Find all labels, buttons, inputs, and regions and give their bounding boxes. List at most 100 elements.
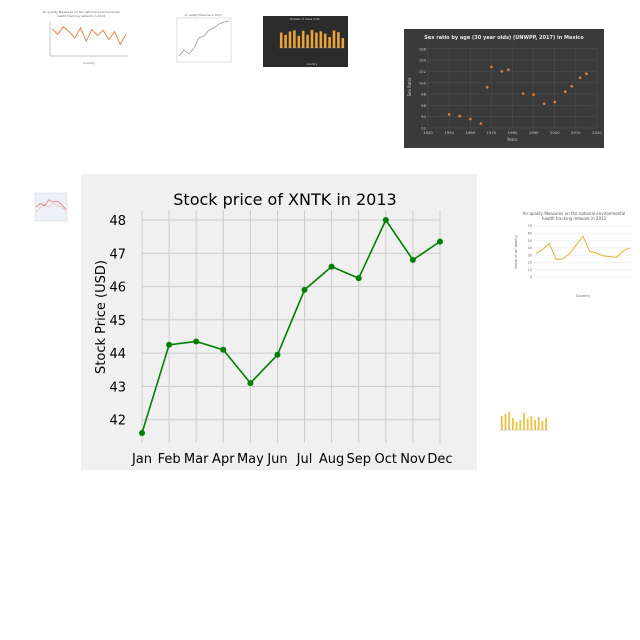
thumb4-point (585, 72, 588, 75)
thumb4-x-tick: 2000 (550, 130, 560, 135)
thumb4-point (469, 117, 472, 121)
thumb6-y-label: Value of air quality (514, 234, 518, 269)
y-tick-label: 44 (109, 347, 126, 362)
thumb3-bar (310, 30, 314, 48)
thumb4-y-tick: 92 (421, 126, 426, 131)
thumb3-bar (284, 34, 287, 48)
thumbnail-7-chart (500, 412, 548, 431)
thumb6-series-line (535, 235, 631, 261)
thumb4-y-tick: 102 (419, 69, 427, 74)
thumb6-y-tick: 50 (528, 239, 532, 243)
thumb2-frame (176, 17, 232, 63)
data-point (193, 338, 200, 345)
x-tick-label: Mar (184, 452, 209, 467)
thumb7-bar (515, 422, 518, 430)
thumb7-bar (526, 419, 529, 430)
thumb7-bar (519, 420, 522, 430)
data-point (301, 286, 308, 293)
thumb4-point (507, 68, 510, 72)
thumbnail-5-chart (34, 192, 68, 222)
thumb3-bar (279, 32, 283, 48)
thumb3-bar (301, 30, 305, 48)
thumb4-point (553, 100, 557, 104)
thumb6-y-tick: 10 (528, 268, 532, 272)
thumb6-y-tick: 0 (530, 275, 532, 279)
thumbnail-1-chart: Air quality Measures on the national env… (42, 10, 128, 65)
thumb4-point (447, 113, 451, 116)
thumbnail-small-line-chart[interactable] (29, 187, 71, 229)
thumb7-bar (545, 418, 547, 430)
thumb3-bar (323, 33, 327, 48)
thumbnail-line-chart-gray[interactable]: Air quality Measures in 2013 (172, 12, 234, 68)
thumb3-bar (293, 30, 296, 48)
thumb2-series-line (178, 20, 230, 57)
thumb6-y-tick: 20 (528, 261, 532, 265)
x-tick-label: May (237, 452, 264, 467)
thumb6-y-tick: 70 (528, 224, 532, 228)
thumb6-y-tick: 60 (528, 231, 532, 235)
stock-price-chart: Stock price of XNTK in 2013 42 43 44 45 46 47 4… (94, 190, 453, 467)
thumb6-y-tick: 30 (528, 253, 532, 257)
thumbnail-air-quality-line[interactable]: Air quality Measures on the national env… (508, 206, 636, 302)
thumb6-title-line: Air quality Measures on the national env… (523, 211, 626, 216)
data-point (328, 263, 335, 270)
data-point (437, 238, 443, 245)
thumb7-bar (500, 416, 503, 430)
thumb3-bar (337, 32, 340, 48)
thumb4-point (570, 84, 573, 88)
thumb5-plot-area (34, 192, 68, 222)
thumb4-point (521, 92, 525, 95)
thumbnail-bar-chart-dark[interactable]: Number of cases in US Country (263, 16, 348, 67)
thumb4-x-tick: 1970 (487, 130, 497, 135)
y-axis-label: Stock Price (USD) (94, 260, 109, 374)
thumb3-bar (306, 34, 309, 48)
x-tick-label: Oct (375, 452, 397, 467)
thumb7-bar (512, 418, 514, 430)
thumb4-x-tick: 2010 (571, 130, 581, 135)
y-tick-label: 42 (109, 414, 126, 429)
thumb6-y-tick: 40 (528, 246, 532, 250)
thumb4-point (485, 86, 489, 89)
thumb6-x-label: Country (576, 294, 591, 298)
thumb7-bar (523, 413, 525, 430)
thumb4-point (490, 65, 493, 69)
thumbnail-4-chart: Sex ratio by age (30 year olds) (UNWPP, … (407, 35, 602, 142)
thumb4-title: Sex ratio by age (30 year olds) (UNWPP, … (424, 35, 584, 41)
x-tick-label: Sep (346, 452, 371, 467)
thumb1-title-line: health tracking network in 2013 (57, 14, 105, 18)
thumb3-bar (328, 37, 331, 48)
y-tick-label: 48 (109, 214, 126, 229)
thumb4-y-label: Sex Ratio (407, 77, 412, 96)
thumbnail-6-chart: Air quality Measures on the national env… (514, 211, 632, 298)
thumb3-x-label: Country (307, 62, 318, 66)
thumb4-point (458, 114, 461, 118)
data-point (382, 217, 389, 223)
thumb4-y-tick: 98 (421, 92, 426, 97)
data-point (220, 346, 227, 353)
data-point (247, 380, 254, 387)
thumb4-y-tick: 106 (419, 46, 427, 51)
thumb4-x-tick: 1980 (508, 130, 518, 135)
x-tick-label: Feb (158, 452, 181, 467)
thumb4-point (564, 90, 567, 94)
thumb5-series-line (35, 199, 67, 210)
thumb3-bar (319, 31, 323, 48)
thumb4-y-tick: 96 (421, 103, 426, 108)
thumb4-point (479, 122, 483, 125)
thumb7-bar (530, 416, 533, 430)
thumb4-point (578, 76, 582, 79)
thumb2-title: Air quality Measures in 2013 (184, 13, 221, 17)
x-tick-label: Aug (319, 452, 344, 467)
thumbnail-line-chart-orange[interactable]: Air quality Measures on the national env… (30, 8, 132, 66)
data-point (166, 341, 173, 348)
thumb4-point (542, 102, 546, 105)
thumbnail-small-bar-chart[interactable] (492, 402, 550, 442)
thumb7-bar (508, 412, 511, 430)
thumb3-bar (332, 30, 336, 48)
thumb4-x-tick: 1990 (529, 130, 539, 135)
data-point (355, 275, 362, 282)
thumbnail-scatter-sex-ratio[interactable]: Sex ratio by age (30 year olds) (UNWPP, … (404, 29, 604, 148)
thumb4-y-tick: 94 (421, 114, 426, 119)
thumb1-title-line: Air quality Measures on the national env… (42, 10, 119, 14)
thumb3-bar (315, 32, 318, 48)
